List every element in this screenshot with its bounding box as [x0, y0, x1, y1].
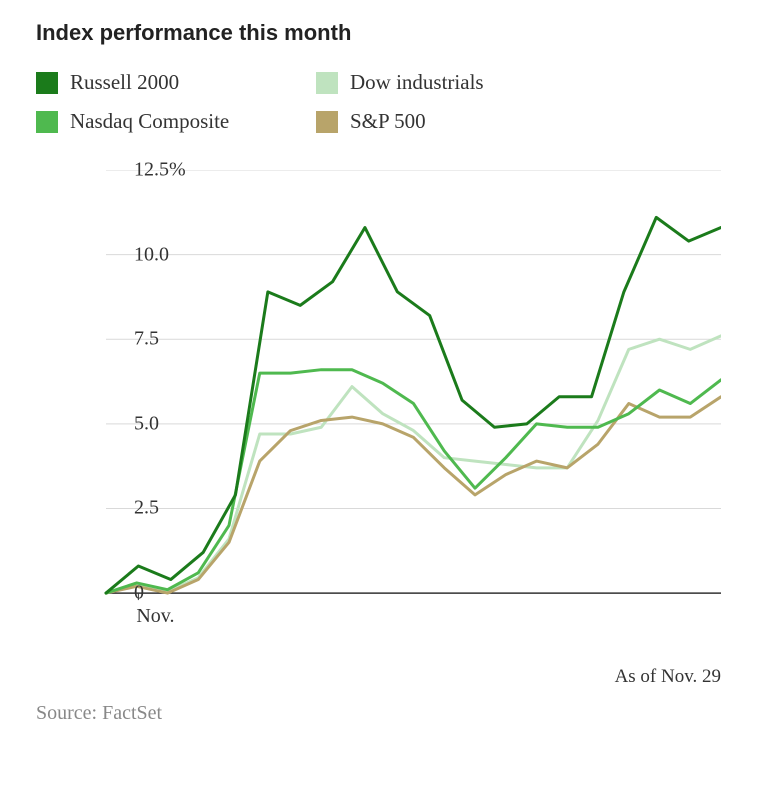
legend-item: Russell 2000: [36, 70, 296, 95]
legend-label: S&P 500: [350, 109, 426, 134]
series-line: [106, 397, 721, 593]
legend-item: S&P 500: [316, 109, 576, 134]
line-chart-svg: [36, 170, 721, 610]
legend-swatch: [36, 72, 58, 94]
series-line: [106, 336, 721, 593]
chart-note: As of Nov. 29: [615, 666, 721, 688]
legend-item: Nasdaq Composite: [36, 109, 296, 134]
x-axis-label: Nov.: [136, 605, 174, 628]
legend: Russell 2000 Dow industrials Nasdaq Comp…: [36, 70, 576, 134]
legend-item: Dow industrials: [316, 70, 576, 95]
legend-swatch: [36, 111, 58, 133]
legend-label: Nasdaq Composite: [70, 109, 229, 134]
chart-title: Index performance this month: [36, 20, 721, 46]
legend-swatch: [316, 72, 338, 94]
plot-area: 02.55.07.510.012.5%Nov.: [36, 170, 721, 610]
chart-source: Source: FactSet: [36, 702, 162, 725]
legend-label: Dow industrials: [350, 70, 484, 95]
legend-label: Russell 2000: [70, 70, 179, 95]
legend-swatch: [316, 111, 338, 133]
